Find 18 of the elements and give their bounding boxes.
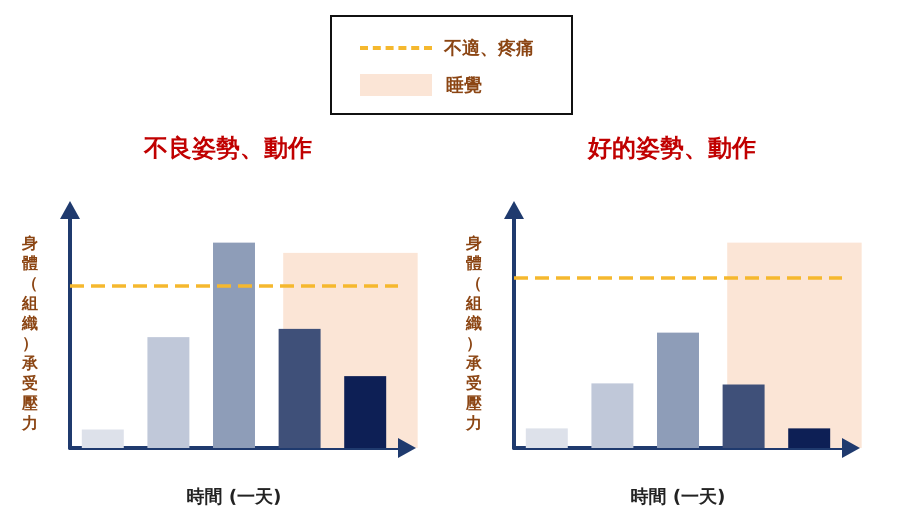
chart-title: 好的姿勢、動作 <box>587 134 756 162</box>
bar <box>526 428 568 448</box>
bar <box>147 337 190 448</box>
bar <box>591 383 634 448</box>
x-axis-title: 時間 (一天) <box>186 486 282 508</box>
chart-title: 不良姿勢、動作 <box>143 134 312 162</box>
text: 身體（組織）承受壓力 <box>22 234 38 432</box>
bar <box>278 328 321 448</box>
legend-label: 不適、疼痛 <box>444 37 534 60</box>
bar <box>213 242 255 448</box>
text: 身體（組織）承受壓力 <box>466 234 482 432</box>
bar <box>788 428 830 448</box>
bar <box>344 376 386 448</box>
bar <box>722 384 765 448</box>
bar <box>82 430 124 448</box>
legend-label: 睡覺 <box>446 74 482 97</box>
x-axis-title: 時間 (一天) <box>630 486 726 508</box>
bar <box>657 332 699 448</box>
